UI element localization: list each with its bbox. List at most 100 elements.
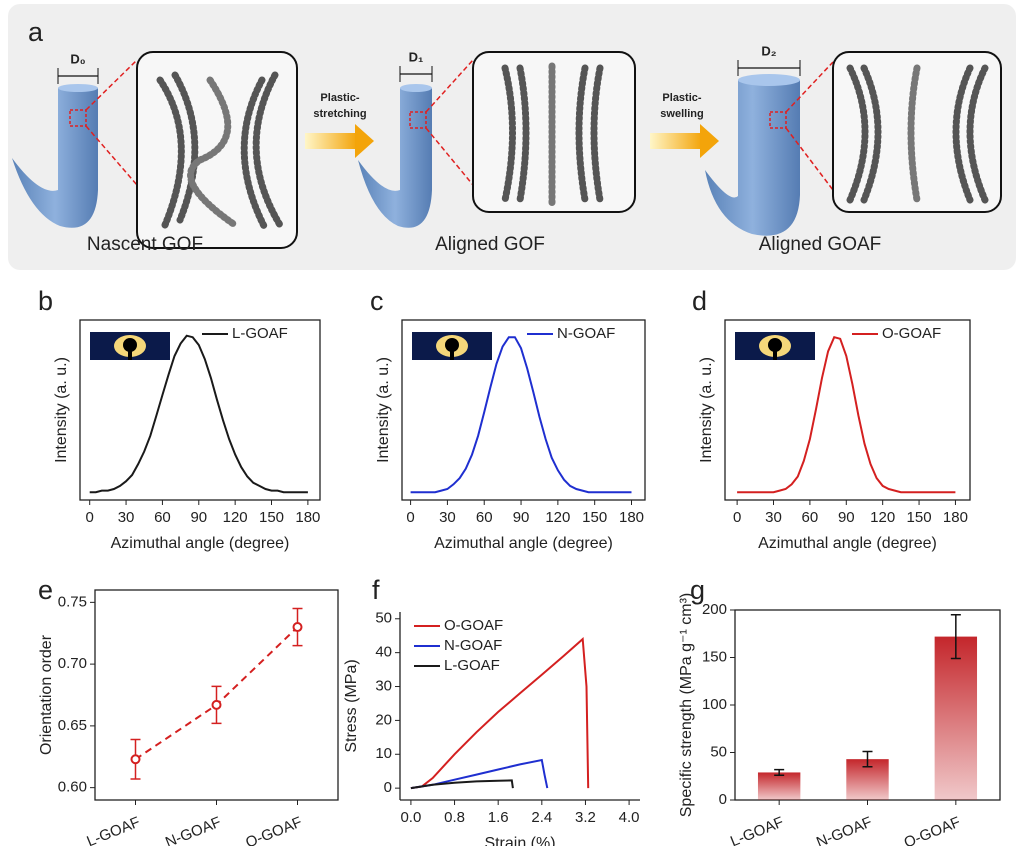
bar [934,636,978,800]
y-tick-label: 150 [702,648,727,665]
arrow-label: swelling [660,108,703,120]
y-tick-label: 10 [375,745,392,762]
x-tick-label: 150 [582,509,607,526]
panel-label: a [28,17,44,47]
x-tick-label: N-GOAF [163,814,223,846]
x-tick-label: N-GOAF [814,814,874,846]
inset-image [128,345,132,360]
data-line [410,779,514,790]
y-tick-label: 30 [375,677,392,694]
y-tick-label: 40 [375,644,392,661]
x-tick-label: 0 [86,509,94,526]
x-tick-label: 60 [154,509,171,526]
x-tick-label: 1.6 [488,809,509,826]
legend-label: L-GOAF [232,325,288,342]
arrow-label: Plastic- [320,92,359,104]
x-tick-label: 120 [223,509,248,526]
sheet-illustration [501,62,604,208]
legend-label: O-GOAF [882,325,941,342]
arrow-label: Plastic- [662,92,701,104]
x-tick-label: 60 [802,509,819,526]
data-line [89,334,308,494]
x-axis-label: Azimuthal angle (degree) [111,535,290,552]
fiber [358,59,474,228]
y-tick-label: 0 [719,791,727,808]
diameter-label: D₀ [70,51,85,66]
x-tick-label: 120 [545,509,570,526]
data-point [130,754,141,765]
sheet-illustration [846,64,989,204]
y-tick-label: 0.60 [58,779,87,796]
x-tick-label: L-GOAF [84,814,142,846]
data-line [410,758,549,790]
panel-label: e [38,575,53,605]
x-tick-label: 180 [943,509,968,526]
x-tick-label: O-GOAF [902,814,963,846]
inset-image [773,345,777,360]
x-axis-label: Azimuthal angle (degree) [434,535,613,552]
x-tick-label: 60 [476,509,493,526]
x-tick-label: 0.0 [400,809,421,826]
x-tick-label: 150 [259,509,284,526]
x-tick-label: 2.4 [531,809,552,826]
error-bar [774,768,785,777]
inset-image [450,345,454,360]
panel-label: c [370,286,384,316]
x-tick-label: 90 [513,509,530,526]
x-tick-label: 30 [118,509,135,526]
x-tick-label: 4.0 [619,809,640,826]
diameter-label: D₂ [761,43,776,58]
x-tick-label: 0 [406,509,414,526]
diameter-label: D₁ [409,49,424,64]
bar [757,772,801,800]
caption: Aligned GOF [435,234,545,255]
x-tick-label: 30 [439,509,456,526]
x-tick-label: 90 [190,509,207,526]
x-tick-label: 30 [765,509,782,526]
plot-frame [79,319,321,501]
error-bar [950,614,961,660]
plot-frame [724,319,971,501]
x-axis-label: Azimuthal angle (degree) [758,535,937,552]
x-tick-label: L-GOAF [728,814,786,846]
y-axis-label: Stress (MPa) [343,659,360,752]
plot-frame [401,319,646,501]
x-tick-label: 180 [619,509,644,526]
y-tick-label: 200 [702,601,727,618]
y-axis-label: Intensity (a. u.) [375,357,392,463]
y-tick-label: 50 [710,743,727,760]
data-line [737,336,956,494]
data-point [292,622,303,633]
data-point [211,699,222,710]
x-axis-label: Strain (%) [484,835,555,846]
arrow-label: stretching [313,108,366,120]
panel-label: g [690,575,705,605]
y-axis-label: Intensity (a. u.) [698,357,715,463]
x-tick-label: 150 [907,509,932,526]
x-tick-label: 3.2 [575,809,596,826]
y-tick-label: 50 [375,610,392,627]
y-axis-label: Specific strength (MPa g⁻¹ cm³) [678,593,695,818]
x-tick-label: 0.8 [444,809,465,826]
x-tick-label: 180 [295,509,320,526]
sheet-illustration [156,71,284,232]
y-tick-label: 0 [384,779,392,796]
process-arrow [305,124,374,158]
legend-label: N-GOAF [557,325,615,342]
panel-label: f [372,575,380,605]
y-tick-label: 0.75 [58,593,87,610]
fiber [705,60,834,236]
x-tick-label: 0 [733,509,741,526]
y-axis-label: Intensity (a. u.) [53,357,70,463]
y-tick-label: 100 [702,696,727,713]
caption: Aligned GOAF [759,234,882,255]
y-tick-label: 0.70 [58,655,87,672]
caption: Nascent GOF [87,234,203,255]
x-tick-label: O-GOAF [243,814,304,846]
fiber [12,59,138,228]
x-tick-label: 90 [838,509,855,526]
y-axis-label: Orientation order [38,634,55,755]
y-tick-label: 0.65 [58,717,87,734]
